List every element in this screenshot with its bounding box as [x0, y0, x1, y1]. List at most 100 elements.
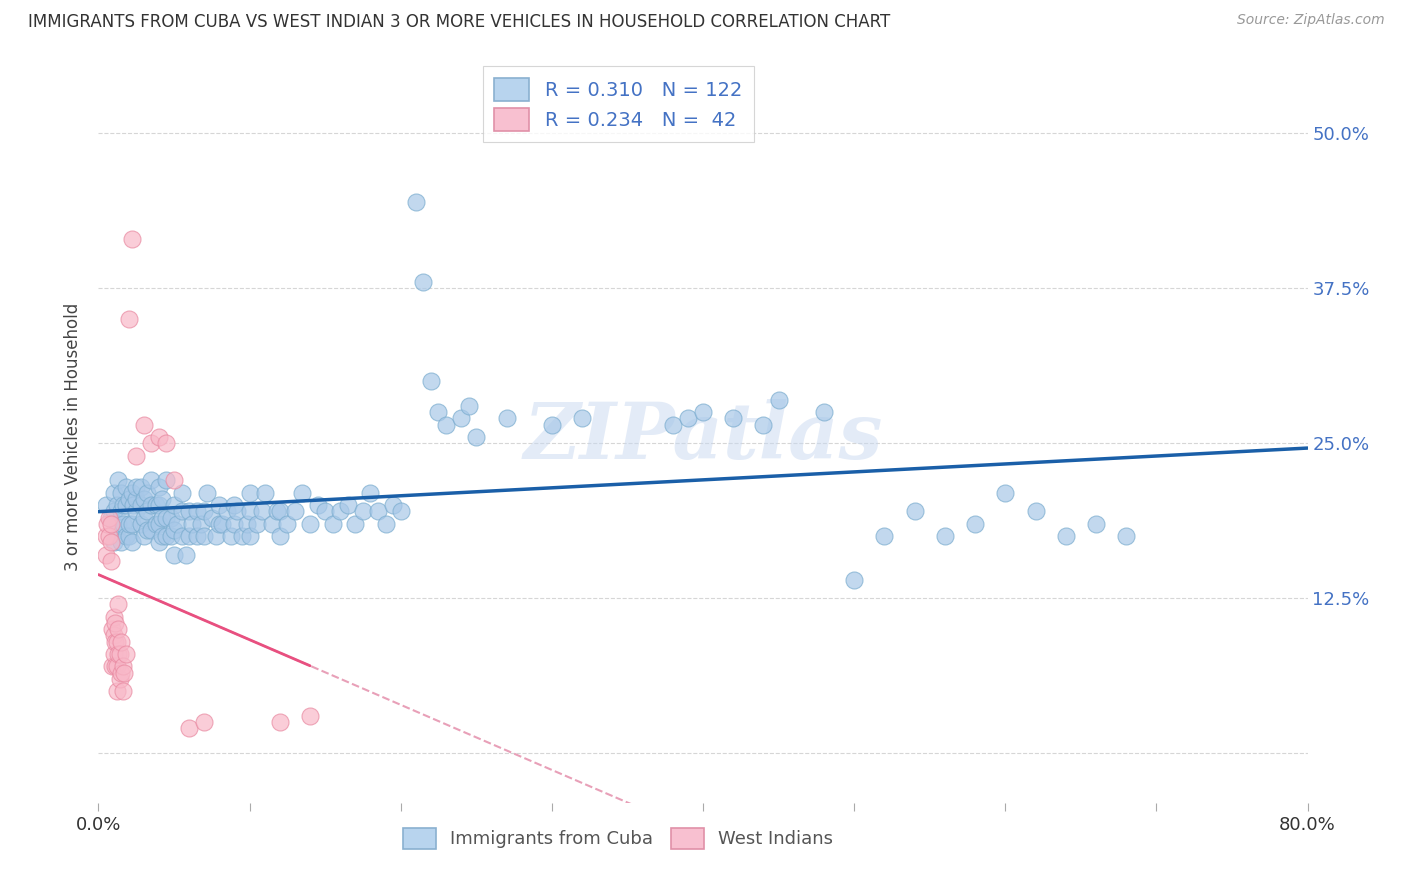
- Point: [193, 715, 215, 730]
- Point: [231, 529, 253, 543]
- Point: [100, 510, 122, 524]
- Point: [112, 665, 135, 680]
- Point: [179, 722, 201, 736]
- Point: [104, 634, 127, 648]
- Point: [299, 516, 322, 531]
- Point: [108, 647, 131, 661]
- Point: [105, 684, 128, 698]
- Point: [374, 516, 396, 531]
- Point: [141, 523, 163, 537]
- Point: [98, 529, 121, 543]
- Point: [125, 491, 148, 506]
- Point: [465, 430, 488, 444]
- Point: [1054, 529, 1077, 543]
- Text: IMMIGRANTS FROM CUBA VS WEST INDIAN 3 OR MORE VEHICLES IN HOUSEHOLD CORRELATION : IMMIGRANTS FROM CUBA VS WEST INDIAN 3 OR…: [28, 13, 890, 31]
- Point: [129, 516, 152, 531]
- Point: [540, 417, 562, 432]
- Point: [170, 529, 193, 543]
- Point: [132, 417, 155, 432]
- Point: [132, 510, 155, 524]
- Point: [344, 516, 367, 531]
- Point: [135, 523, 157, 537]
- Point: [186, 529, 208, 543]
- Point: [105, 498, 128, 512]
- Point: [420, 374, 443, 388]
- Point: [103, 628, 125, 642]
- Point: [412, 275, 434, 289]
- Point: [352, 504, 374, 518]
- Point: [132, 491, 155, 506]
- Point: [103, 504, 125, 518]
- Point: [269, 529, 291, 543]
- Point: [150, 510, 173, 524]
- Point: [211, 516, 233, 531]
- Point: [111, 498, 134, 512]
- Point: [125, 480, 148, 494]
- Point: [118, 529, 141, 543]
- Point: [190, 516, 212, 531]
- Point: [179, 529, 201, 543]
- Point: [571, 411, 593, 425]
- Point: [367, 504, 389, 518]
- Point: [114, 498, 136, 512]
- Point: [1085, 516, 1108, 531]
- Point: [129, 498, 152, 512]
- Point: [873, 529, 896, 543]
- Point: [103, 486, 125, 500]
- Point: [110, 486, 132, 500]
- Point: [195, 486, 218, 500]
- Point: [121, 486, 143, 500]
- Point: [253, 486, 276, 500]
- Point: [114, 529, 136, 543]
- Point: [208, 498, 231, 512]
- Point: [114, 647, 136, 661]
- Point: [269, 715, 291, 730]
- Point: [125, 449, 148, 463]
- Point: [246, 516, 269, 531]
- Point: [427, 405, 450, 419]
- Point: [145, 498, 167, 512]
- Point: [122, 498, 145, 512]
- Point: [100, 535, 122, 549]
- Point: [752, 417, 775, 432]
- Point: [215, 504, 238, 518]
- Point: [314, 504, 336, 518]
- Point: [94, 498, 117, 512]
- Point: [239, 529, 262, 543]
- Text: ZIPatlas: ZIPatlas: [523, 399, 883, 475]
- Point: [107, 622, 129, 636]
- Point: [965, 516, 987, 531]
- Point: [98, 510, 121, 524]
- Point: [405, 194, 427, 209]
- Point: [239, 504, 262, 518]
- Point: [434, 417, 457, 432]
- Point: [103, 647, 125, 661]
- Point: [100, 554, 122, 568]
- Point: [181, 516, 204, 531]
- Point: [284, 504, 307, 518]
- Point: [110, 504, 132, 518]
- Point: [994, 486, 1017, 500]
- Point: [239, 486, 262, 500]
- Point: [224, 498, 246, 512]
- Point: [155, 474, 177, 488]
- Point: [163, 474, 186, 488]
- Point: [676, 411, 699, 425]
- Point: [155, 529, 177, 543]
- Point: [118, 516, 141, 531]
- Point: [121, 535, 143, 549]
- Point: [201, 510, 224, 524]
- Point: [166, 516, 188, 531]
- Point: [170, 486, 193, 500]
- Point: [148, 498, 170, 512]
- Point: [107, 516, 129, 531]
- Point: [148, 430, 170, 444]
- Point: [336, 498, 359, 512]
- Point: [163, 548, 186, 562]
- Point: [141, 436, 163, 450]
- Point: [104, 615, 127, 630]
- Point: [150, 529, 173, 543]
- Point: [329, 504, 352, 518]
- Point: [269, 504, 291, 518]
- Point: [226, 504, 249, 518]
